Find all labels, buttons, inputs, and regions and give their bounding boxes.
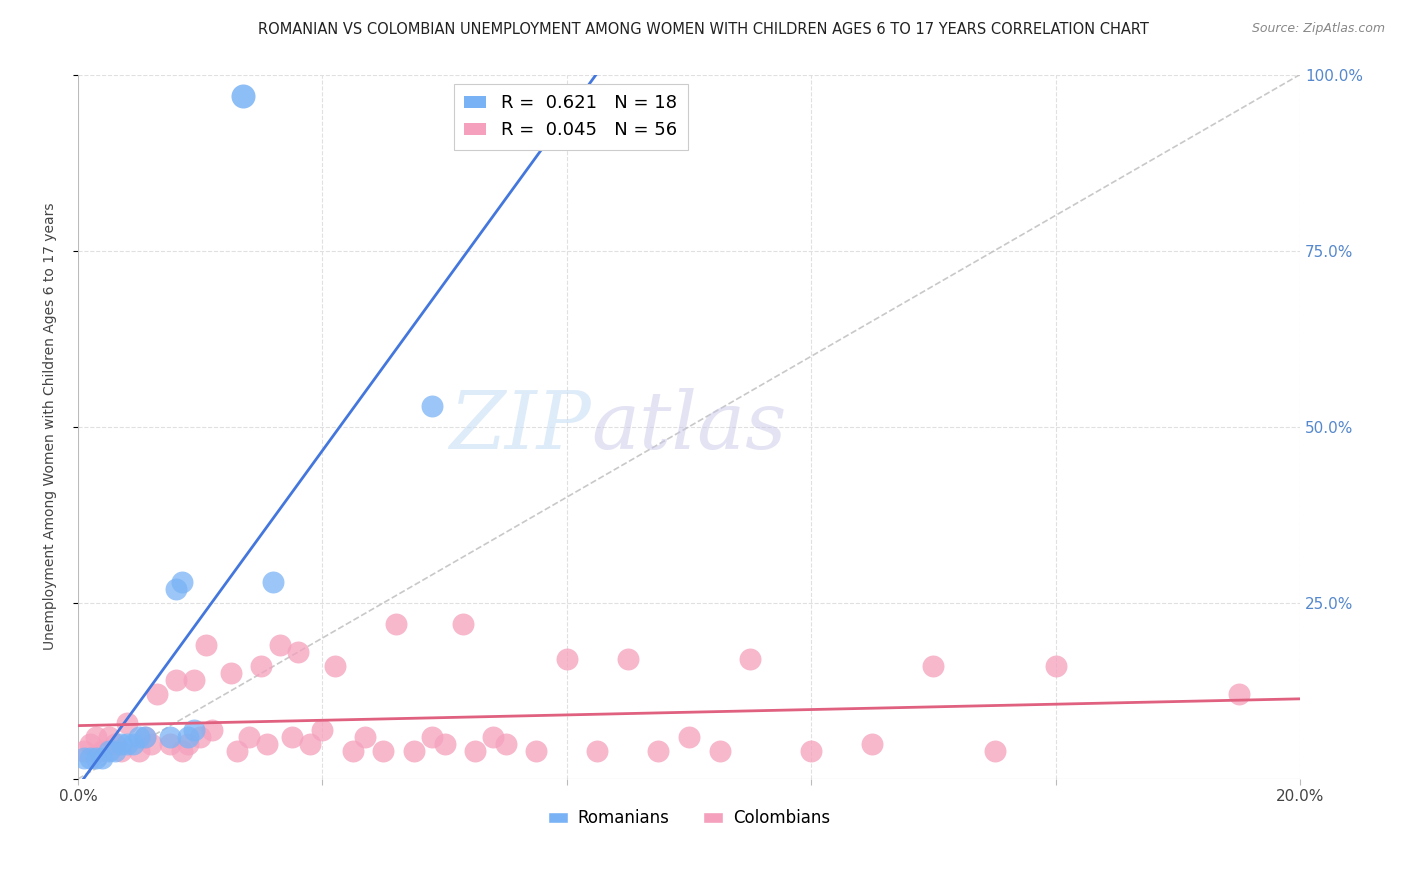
Point bbox=[91, 744, 114, 758]
Point bbox=[617, 652, 640, 666]
Point bbox=[201, 723, 224, 737]
Point bbox=[647, 744, 669, 758]
Point bbox=[323, 659, 346, 673]
Point bbox=[110, 737, 132, 751]
Point bbox=[141, 737, 163, 751]
Point bbox=[524, 744, 547, 758]
Point bbox=[195, 638, 218, 652]
Point bbox=[342, 744, 364, 758]
Point bbox=[678, 730, 700, 744]
Point bbox=[464, 744, 486, 758]
Point bbox=[299, 737, 322, 751]
Point bbox=[165, 582, 187, 596]
Point bbox=[402, 744, 425, 758]
Point bbox=[177, 730, 200, 744]
Point bbox=[311, 723, 333, 737]
Point bbox=[219, 666, 242, 681]
Point bbox=[482, 730, 505, 744]
Point bbox=[800, 744, 823, 758]
Point bbox=[91, 751, 114, 765]
Y-axis label: Unemployment Among Women with Children Ages 6 to 17 years: Unemployment Among Women with Children A… bbox=[44, 203, 58, 650]
Point bbox=[79, 751, 101, 765]
Point bbox=[97, 744, 120, 758]
Point bbox=[177, 737, 200, 751]
Point bbox=[159, 730, 181, 744]
Point bbox=[281, 730, 304, 744]
Text: Source: ZipAtlas.com: Source: ZipAtlas.com bbox=[1251, 22, 1385, 36]
Point bbox=[232, 88, 254, 103]
Point bbox=[104, 737, 127, 751]
Point bbox=[422, 730, 444, 744]
Point bbox=[84, 730, 107, 744]
Point bbox=[586, 744, 609, 758]
Point bbox=[1045, 659, 1067, 673]
Point bbox=[451, 616, 474, 631]
Point bbox=[709, 744, 731, 758]
Point bbox=[373, 744, 395, 758]
Point bbox=[73, 744, 96, 758]
Point bbox=[860, 737, 883, 751]
Point bbox=[188, 730, 211, 744]
Point bbox=[738, 652, 761, 666]
Text: ZIP: ZIP bbox=[450, 388, 591, 466]
Text: ROMANIAN VS COLOMBIAN UNEMPLOYMENT AMONG WOMEN WITH CHILDREN AGES 6 TO 17 YEARS : ROMANIAN VS COLOMBIAN UNEMPLOYMENT AMONG… bbox=[257, 22, 1149, 37]
Point bbox=[269, 638, 291, 652]
Point bbox=[104, 744, 127, 758]
Point bbox=[134, 730, 156, 744]
Point bbox=[422, 399, 444, 413]
Point bbox=[128, 730, 150, 744]
Point bbox=[122, 737, 145, 751]
Point bbox=[250, 659, 273, 673]
Point bbox=[238, 730, 260, 744]
Point bbox=[128, 744, 150, 758]
Point bbox=[256, 737, 278, 751]
Point bbox=[84, 751, 107, 765]
Point bbox=[1227, 687, 1250, 701]
Point bbox=[354, 730, 377, 744]
Point bbox=[225, 744, 247, 758]
Point bbox=[170, 574, 193, 589]
Legend: Romanians, Colombians: Romanians, Colombians bbox=[541, 803, 837, 834]
Point bbox=[983, 744, 1005, 758]
Point bbox=[263, 574, 285, 589]
Point bbox=[134, 730, 156, 744]
Point bbox=[555, 652, 578, 666]
Point bbox=[183, 723, 205, 737]
Point bbox=[115, 715, 138, 730]
Point bbox=[287, 645, 309, 659]
Point bbox=[110, 744, 132, 758]
Text: atlas: atlas bbox=[591, 388, 786, 466]
Point bbox=[384, 616, 406, 631]
Point bbox=[495, 737, 517, 751]
Point bbox=[170, 744, 193, 758]
Point bbox=[159, 737, 181, 751]
Point bbox=[146, 687, 169, 701]
Point bbox=[73, 751, 96, 765]
Point bbox=[79, 737, 101, 751]
Point bbox=[922, 659, 945, 673]
Point bbox=[97, 730, 120, 744]
Point bbox=[183, 673, 205, 688]
Point bbox=[165, 673, 187, 688]
Point bbox=[433, 737, 456, 751]
Point bbox=[115, 737, 138, 751]
